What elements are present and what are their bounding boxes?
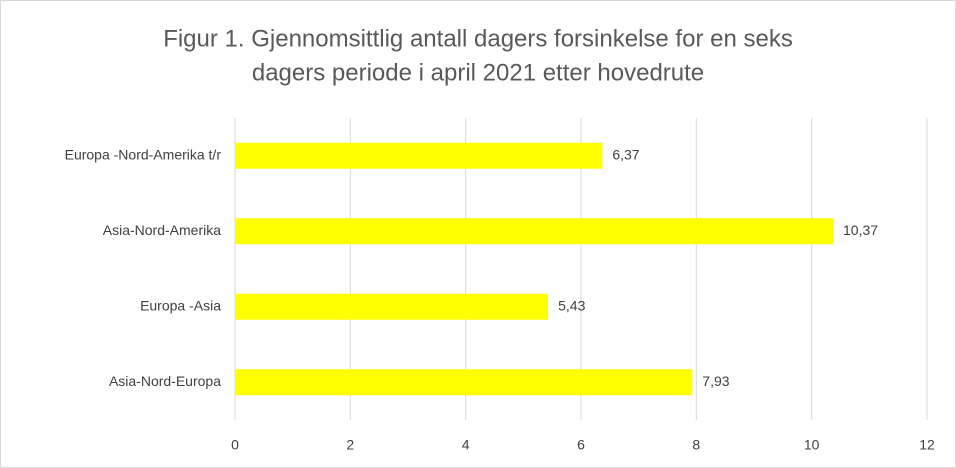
bar (235, 142, 603, 169)
x-tick-label: 6 (577, 437, 585, 453)
bar (235, 369, 693, 396)
bar (235, 218, 834, 245)
chart-title: Figur 1. Gjennomsittlig antall dagers fo… (163, 25, 793, 52)
y-tick-label: Europa -Asia (140, 297, 221, 313)
y-tick-label: Europa -Nord-Amerika t/r (65, 146, 222, 162)
data-label: 7,93 (702, 373, 729, 389)
x-tick-label: 12 (919, 437, 935, 453)
x-tick-label: 0 (231, 437, 239, 453)
bar (235, 293, 549, 320)
chart-title: dagers periode i april 2021 etter hovedr… (252, 59, 704, 86)
y-tick-label: Asia-Nord-Amerika (103, 222, 221, 238)
x-tick-label: 10 (804, 437, 820, 453)
data-label: 6,37 (612, 146, 639, 162)
data-label: 5,43 (558, 297, 585, 313)
x-tick-label: 2 (346, 437, 354, 453)
data-label: 10,37 (843, 222, 878, 238)
x-tick-label: 8 (692, 437, 700, 453)
x-tick-label: 4 (462, 437, 470, 453)
y-tick-label: Asia-Nord-Europa (109, 373, 221, 389)
